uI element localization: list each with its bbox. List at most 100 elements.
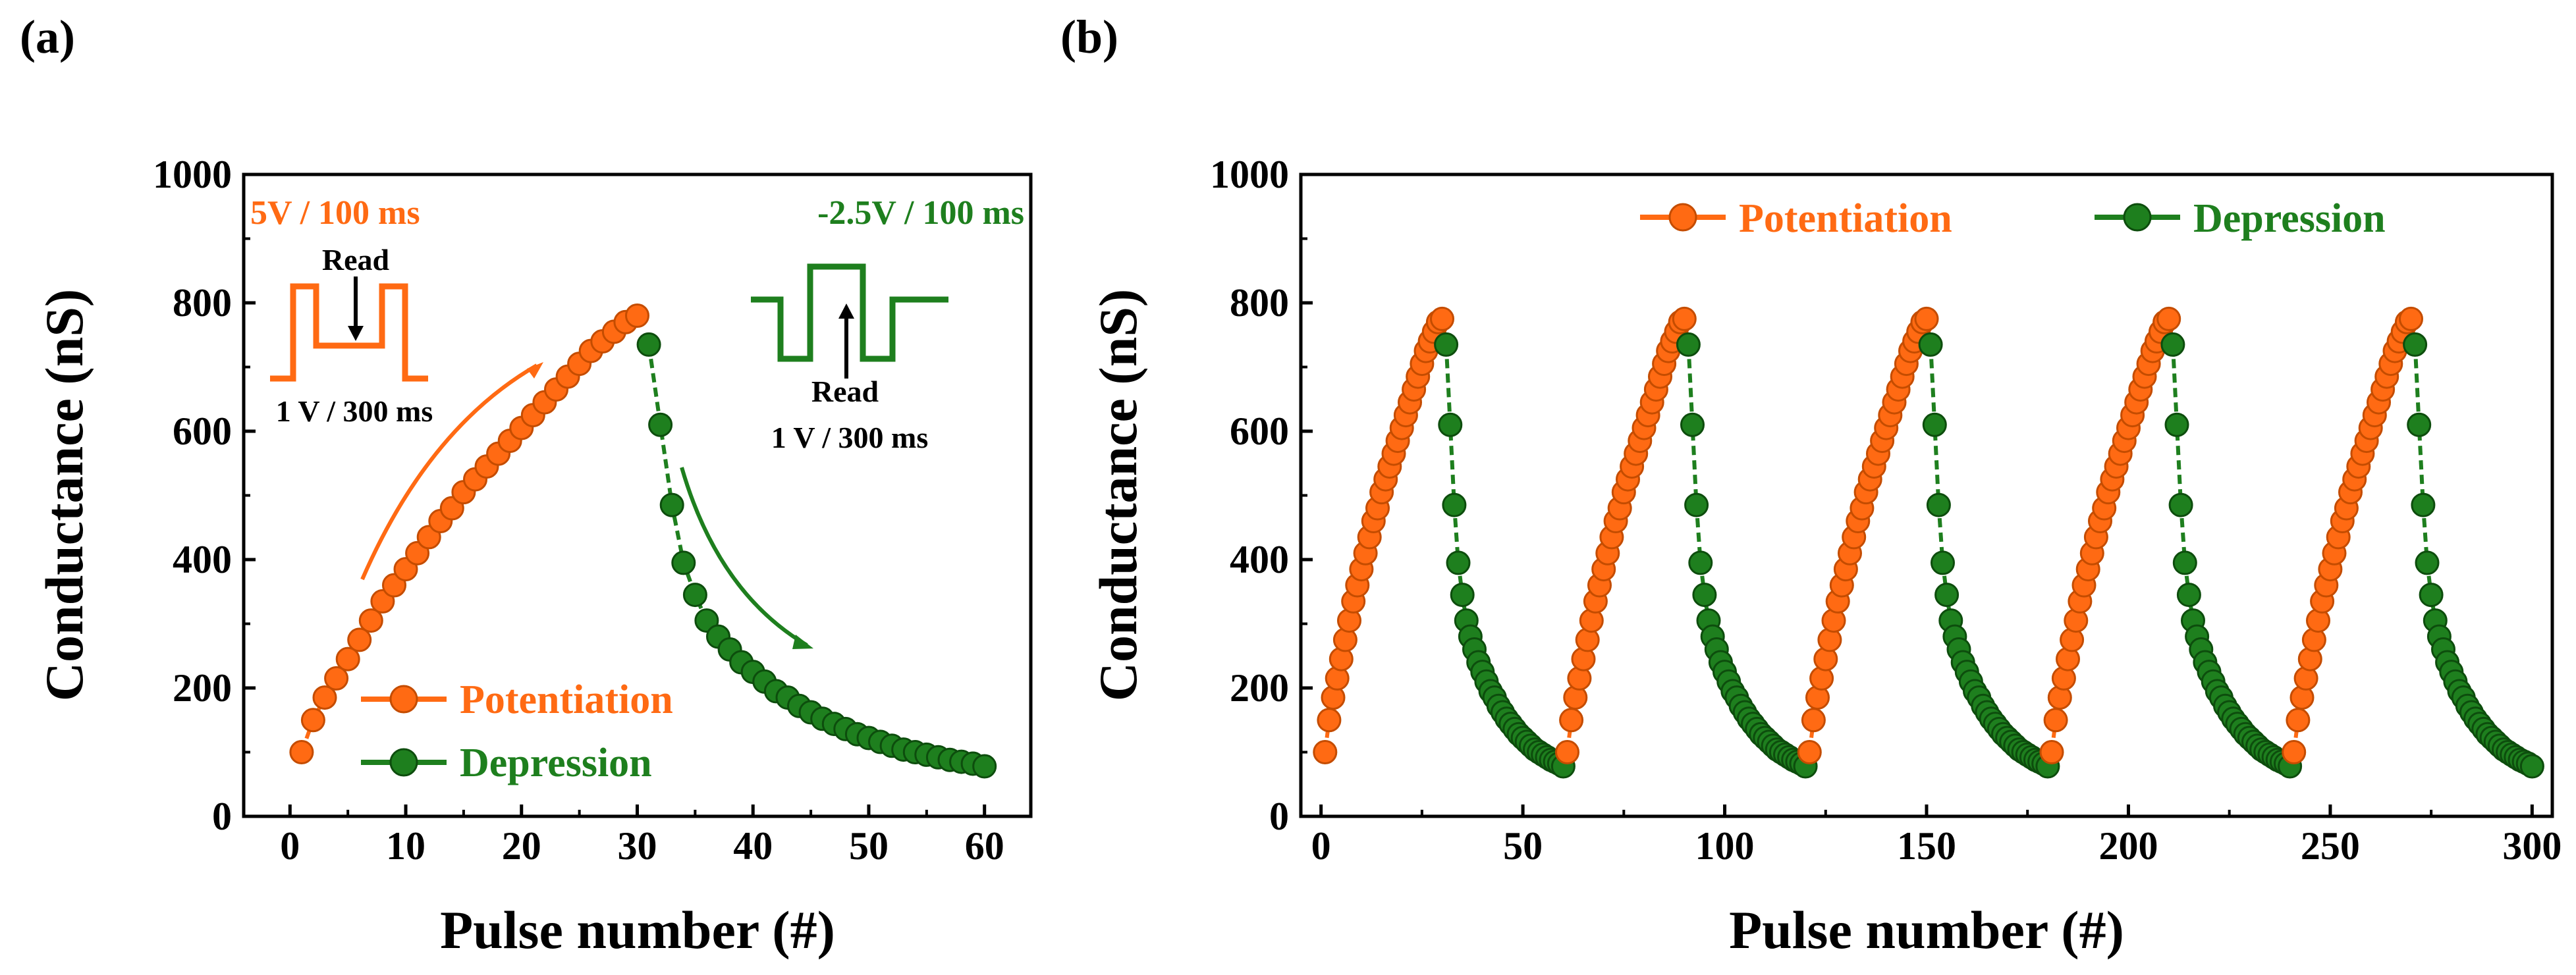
data-point-depression: [1931, 550, 1955, 575]
data-point-depression: [1438, 412, 1463, 437]
read-label-b: Read: [811, 375, 879, 408]
y-tick-label-b: 0: [1269, 795, 1289, 838]
x-tick-label-b: 250: [2301, 824, 2360, 868]
data-point-depression: [671, 550, 696, 575]
legend-b-potentiation-label: Potentiation: [1739, 196, 1952, 241]
data-point-depression: [1676, 332, 1701, 357]
data-point-potentiation: [625, 303, 649, 328]
data-point-depression: [659, 492, 684, 517]
data-point-potentiation: [358, 608, 383, 633]
y-tick-label-a: 1000: [153, 153, 232, 196]
data-point-potentiation: [312, 685, 337, 710]
legend-a-depression-label: Depression: [460, 741, 652, 785]
y-tick-label-a: 800: [173, 281, 232, 325]
y-tick-label-b: 600: [1230, 409, 1289, 453]
panel-a-label: (a): [20, 11, 75, 63]
data-point-depression: [1934, 583, 1959, 608]
legend-a: Potentiation Depression: [361, 677, 673, 785]
data-point-depression: [1926, 492, 1951, 517]
x-tick-label-a: 10: [386, 824, 425, 868]
x-tick-label-b: 150: [1897, 824, 1956, 868]
y-tick-label-a: 600: [173, 409, 232, 453]
legend-b-potentiation-marker: [1668, 203, 1697, 232]
data-point-potentiation: [324, 666, 349, 691]
legend-b: Potentiation Depression: [1640, 196, 2386, 241]
y-axis-title-b: Conductance (nS): [1088, 289, 1148, 701]
data-point-potentiation: [1672, 306, 1697, 331]
y-tick-label-b: 200: [1230, 666, 1289, 710]
data-point-depression: [2519, 754, 2544, 779]
data-point-depression: [2415, 550, 2440, 575]
x-tick-label-b: 200: [2098, 824, 2158, 868]
legend-a-potentiation-marker: [389, 685, 418, 714]
data-point-depression: [1922, 412, 1947, 437]
panel-b-chart: 0 50 100 150 200 250 300 0 200 400 600 800 1000 Puls…: [1088, 153, 2562, 960]
y-axis-title-a: Conductance (nS): [34, 289, 94, 701]
x-axis-title-b: Pulse number (#): [1729, 900, 2124, 960]
data-point-depression: [636, 332, 661, 357]
potentiation-waveform-icon: [270, 283, 428, 382]
data-point-depression: [2411, 492, 2436, 517]
read-arrowhead-a-icon: [348, 326, 364, 341]
legend-a-depression-marker: [389, 748, 418, 777]
x-axis-title-a: Pulse number (#): [440, 900, 835, 960]
data-point-potentiation: [347, 627, 372, 652]
x-tick-label-a: 40: [733, 824, 773, 868]
data-point-potentiation: [1555, 740, 1579, 764]
y-tick-label-a: 200: [173, 666, 232, 710]
y-tick-label-b: 1000: [1210, 153, 1289, 196]
data-point-potentiation: [335, 646, 360, 672]
read-pulse-a: 1 V / 300 ms: [276, 394, 433, 428]
legend-b-depression-label: Depression: [2193, 196, 2386, 241]
y-tick-label-a: 400: [173, 538, 232, 581]
depression-trend-arrowhead-icon: [792, 635, 813, 649]
dep-pulse-annotation: -2.5V / 100 ms: [817, 194, 1024, 232]
data-point-depression: [1684, 492, 1709, 517]
data-point-potentiation: [1313, 740, 1338, 764]
data-point-depression: [2160, 332, 2185, 357]
data-point-depression: [1450, 583, 1475, 608]
data-point-depression: [1918, 332, 1943, 357]
data-point-depression: [2407, 412, 2432, 437]
data-point-depression: [1442, 492, 1467, 517]
data-point-depression: [2176, 583, 2201, 608]
x-tick-label-a: 60: [965, 824, 1004, 868]
data-point-depression: [1680, 412, 1705, 437]
legend-b-depression-marker: [2123, 203, 2152, 232]
data-point-potentiation: [2399, 306, 2423, 331]
data-point-depression: [1446, 550, 1471, 575]
data-point-depression: [2168, 492, 2193, 517]
data-point-potentiation: [2043, 708, 2068, 733]
depression-waveform-icon: [751, 263, 948, 362]
data-point-potentiation: [2282, 740, 2307, 764]
data-point-potentiation: [2286, 708, 2311, 733]
data-point-potentiation: [1430, 306, 1454, 331]
data-point-depression: [2164, 412, 2189, 437]
y-tick-label-a: 0: [212, 795, 232, 838]
x-tick-label-a: 20: [502, 824, 541, 868]
data-point-depression: [2403, 332, 2428, 357]
data-point-depression: [972, 754, 997, 779]
legend-a-potentiation-label: Potentiation: [460, 677, 673, 722]
x-tick-label-a: 0: [280, 824, 300, 868]
read-pulse-b: 1 V / 300 ms: [771, 421, 929, 454]
data-point-potentiation: [300, 708, 325, 733]
x-tick-label-b: 50: [1503, 824, 1543, 868]
data-point-potentiation: [1797, 740, 1822, 764]
potentiation-trend-arrowhead-icon: [527, 362, 543, 379]
data-point-depression: [1692, 583, 1717, 608]
read-label-a: Read: [322, 243, 390, 277]
panel-b-label: (b): [1060, 11, 1118, 63]
data-point-depression: [2172, 550, 2197, 575]
plot-frame-b: [1299, 172, 2554, 818]
data-point-depression: [2419, 583, 2444, 608]
data-point-depression: [682, 583, 707, 608]
potentiation-trend-arrow-icon: [360, 363, 538, 581]
plot-frame-a: [242, 172, 1033, 818]
x-tick-label-b: 0: [1311, 824, 1331, 868]
data-point-potentiation: [1317, 708, 1342, 733]
data-point-depression: [648, 412, 673, 437]
data-point-potentiation: [289, 740, 314, 764]
x-tick-label-b: 300: [2502, 824, 2562, 868]
